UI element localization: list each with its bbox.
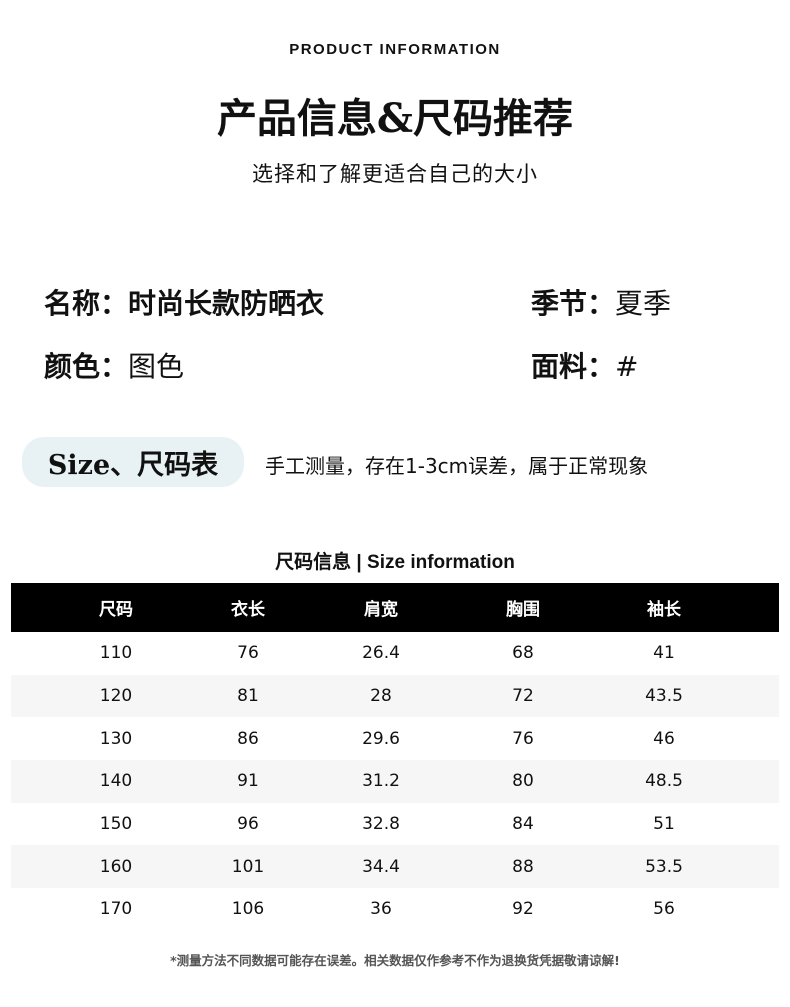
- season-value: 夏季: [615, 287, 672, 320]
- table-cell: 150: [99, 814, 133, 835]
- table-row: 170 106 36 92 56: [11, 888, 779, 931]
- table-cell: 84: [512, 814, 534, 835]
- table-cell: 101: [231, 856, 265, 877]
- table-cell: 170: [99, 899, 133, 920]
- table-header-row: 尺码 衣长 肩宽 胸围 袖长: [11, 583, 779, 632]
- table-row: 130 86 29.6 76 46: [11, 717, 779, 760]
- table-cell: 31.2: [362, 771, 400, 792]
- column-header: 胸围: [506, 600, 540, 620]
- table-cell: 110: [99, 643, 133, 664]
- table-cell: 76: [512, 728, 534, 749]
- table-cell: 72: [512, 686, 534, 707]
- table-cell: 28: [370, 686, 392, 707]
- table-cell: 88: [512, 856, 534, 877]
- size-table: 尺码 衣长 肩宽 胸围 袖长 110 76 26.4 68 41 120 81 28 72 43.5 130 8…: [11, 583, 779, 931]
- table-cell: 130: [99, 728, 133, 749]
- table-row: 110 76 26.4 68 41: [11, 632, 779, 675]
- table-cell: 56: [653, 899, 675, 920]
- table-cell: 34.4: [362, 856, 400, 877]
- table-cell: 86: [237, 728, 259, 749]
- info-color: 颜色：图色: [44, 345, 184, 385]
- table-cell: 46: [653, 728, 675, 749]
- page-subtitle: 选择和了解更适合自己的大小: [252, 162, 538, 186]
- table-cell: 32.8: [362, 814, 400, 835]
- color-label: 颜色：: [44, 350, 129, 383]
- table-row: 160 101 34.4 88 53.5: [11, 845, 779, 889]
- name-value: 时尚长款防晒衣: [128, 287, 325, 320]
- table-cell: 80: [512, 771, 534, 792]
- page-title: 产品信息&尺码推荐: [216, 95, 574, 142]
- column-header: 肩宽: [364, 600, 398, 620]
- table-cell: 29.6: [362, 728, 400, 749]
- table-cell: 106: [231, 899, 265, 920]
- column-header: 袖长: [647, 600, 681, 620]
- table-row: 140 91 31.2 80 48.5: [11, 760, 779, 803]
- table-cell: 53.5: [645, 856, 683, 877]
- table-cell: 43.5: [645, 686, 683, 707]
- info-name: 名称：时尚长款防晒衣: [44, 282, 324, 322]
- table-cell: 26.4: [362, 643, 400, 664]
- name-label: 名称：: [44, 287, 129, 320]
- table-cell: 81: [237, 686, 259, 707]
- table-cell: 68: [512, 643, 534, 664]
- size-chart-pill: Size、尺码表: [22, 437, 244, 487]
- table-row: 150 96 32.8 84 51: [11, 803, 779, 846]
- eyebrow-heading: PRODUCT INFORMATION: [289, 41, 501, 58]
- table-row: 120 81 28 72 43.5: [11, 674, 779, 718]
- column-header: 尺码: [99, 600, 133, 620]
- info-season: 季节：夏季: [531, 282, 671, 322]
- table-cell: 91: [237, 771, 259, 792]
- table-cell: 36: [370, 899, 392, 920]
- table-cell: 76: [237, 643, 259, 664]
- table-cell: 92: [512, 899, 534, 920]
- season-label: 季节：: [531, 287, 616, 320]
- fabric-value: #: [615, 350, 639, 383]
- table-cell: 120: [99, 686, 133, 707]
- table-title: 尺码信息 | Size information: [275, 552, 515, 573]
- size-note: 手工测量，存在1-3cm误差，属于正常现象: [265, 454, 649, 478]
- table-cell: 140: [99, 771, 133, 792]
- column-header: 衣长: [231, 600, 265, 620]
- fabric-label: 面料：: [531, 350, 616, 383]
- table-cell: 160: [99, 856, 133, 877]
- table-cell: 96: [237, 814, 259, 835]
- color-value: 图色: [128, 350, 185, 383]
- table-cell: 51: [653, 814, 675, 835]
- table-cell: 48.5: [645, 771, 683, 792]
- table-cell: 41: [653, 643, 675, 664]
- info-fabric: 面料：#: [531, 345, 638, 385]
- footer-note: *测量方法不同数据可能存在误差。相关数据仅作参考不作为退换货凭据敬请谅解!: [170, 953, 620, 968]
